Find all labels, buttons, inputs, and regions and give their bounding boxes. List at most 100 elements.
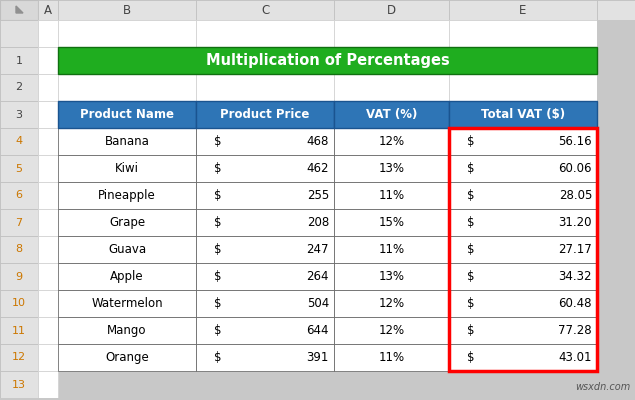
Text: 6: 6 [15, 190, 22, 200]
Polygon shape [16, 6, 23, 13]
Bar [449, 128, 597, 371]
Bar [334, 209, 449, 236]
Text: 4: 4 [15, 136, 23, 146]
Text: $: $ [467, 324, 475, 337]
Bar [0, 209, 38, 236]
Text: $: $ [467, 297, 475, 310]
Bar [196, 263, 334, 290]
Bar [38, 155, 58, 182]
Text: 11%: 11% [378, 351, 404, 364]
Bar [38, 317, 58, 344]
Text: Guava: Guava [108, 243, 146, 256]
Bar [449, 236, 597, 263]
Text: 12%: 12% [378, 297, 404, 310]
Text: 56.16: 56.16 [558, 135, 592, 148]
Text: Pineapple: Pineapple [98, 189, 156, 202]
Text: Banana: Banana [105, 135, 149, 148]
Bar [334, 128, 449, 155]
Text: 255: 255 [307, 189, 329, 202]
Text: 11: 11 [12, 326, 26, 336]
Text: Watermelon: Watermelon [91, 297, 163, 310]
Text: $: $ [467, 162, 475, 175]
Text: $: $ [214, 297, 222, 310]
Text: $: $ [214, 324, 222, 337]
Bar [58, 290, 196, 317]
Bar [449, 74, 597, 101]
Bar [0, 128, 38, 155]
Text: wsxdn.com: wsxdn.com [575, 382, 630, 392]
Bar [334, 20, 449, 47]
Bar [196, 155, 334, 182]
Text: 9: 9 [15, 272, 23, 282]
Text: C: C [261, 4, 269, 16]
Bar [38, 371, 58, 398]
Bar [334, 344, 449, 371]
Bar [38, 236, 58, 263]
Text: 462: 462 [307, 162, 329, 175]
Bar [334, 236, 449, 263]
Bar [38, 344, 58, 371]
Bar [196, 209, 334, 236]
Bar [0, 263, 38, 290]
Bar [0, 290, 38, 317]
Text: 3: 3 [15, 110, 22, 120]
Text: $: $ [214, 162, 222, 175]
Text: 11%: 11% [378, 243, 404, 256]
Bar [334, 101, 449, 128]
Text: 11%: 11% [378, 189, 404, 202]
Text: 644: 644 [307, 324, 329, 337]
Text: 13%: 13% [378, 270, 404, 283]
Bar [597, 317, 635, 344]
Bar [58, 74, 196, 101]
Text: $: $ [214, 351, 222, 364]
Bar [0, 0, 38, 20]
Text: 264: 264 [307, 270, 329, 283]
Bar [597, 155, 635, 182]
Text: 504: 504 [307, 297, 329, 310]
Text: Kiwi: Kiwi [115, 162, 139, 175]
Text: Grape: Grape [109, 216, 145, 229]
Bar [58, 182, 196, 209]
Bar [334, 263, 449, 290]
Text: $: $ [214, 189, 222, 202]
Bar [0, 344, 38, 371]
Text: 8: 8 [15, 244, 23, 254]
Text: 12%: 12% [378, 135, 404, 148]
Text: 15%: 15% [378, 216, 404, 229]
Text: 60.48: 60.48 [559, 297, 592, 310]
Text: 468: 468 [307, 135, 329, 148]
Bar [0, 371, 38, 398]
Text: E: E [519, 4, 526, 16]
Bar [196, 236, 334, 263]
Text: 77.28: 77.28 [558, 324, 592, 337]
Bar [449, 209, 597, 236]
Bar [38, 0, 58, 20]
Text: D: D [387, 4, 396, 16]
Bar [38, 47, 58, 74]
Bar [38, 263, 58, 290]
Bar [334, 74, 449, 101]
Bar [58, 209, 196, 236]
Bar [58, 155, 196, 182]
Text: Apple: Apple [110, 270, 144, 283]
Text: Orange: Orange [105, 351, 149, 364]
Text: 34.32: 34.32 [559, 270, 592, 283]
Text: $: $ [214, 243, 222, 256]
Bar [0, 47, 38, 74]
Bar [196, 182, 334, 209]
Text: $: $ [467, 351, 475, 364]
Text: 208: 208 [307, 216, 329, 229]
Bar [449, 0, 597, 20]
Text: Product Name: Product Name [80, 108, 174, 121]
Bar [38, 101, 58, 128]
Bar [597, 47, 635, 74]
Bar [597, 101, 635, 128]
Text: 2: 2 [15, 82, 23, 92]
Bar [334, 182, 449, 209]
Text: $: $ [467, 189, 475, 202]
Text: $: $ [467, 243, 475, 256]
Bar [449, 101, 597, 128]
Text: 7: 7 [15, 218, 23, 228]
Bar [449, 317, 597, 344]
Bar [58, 20, 196, 47]
